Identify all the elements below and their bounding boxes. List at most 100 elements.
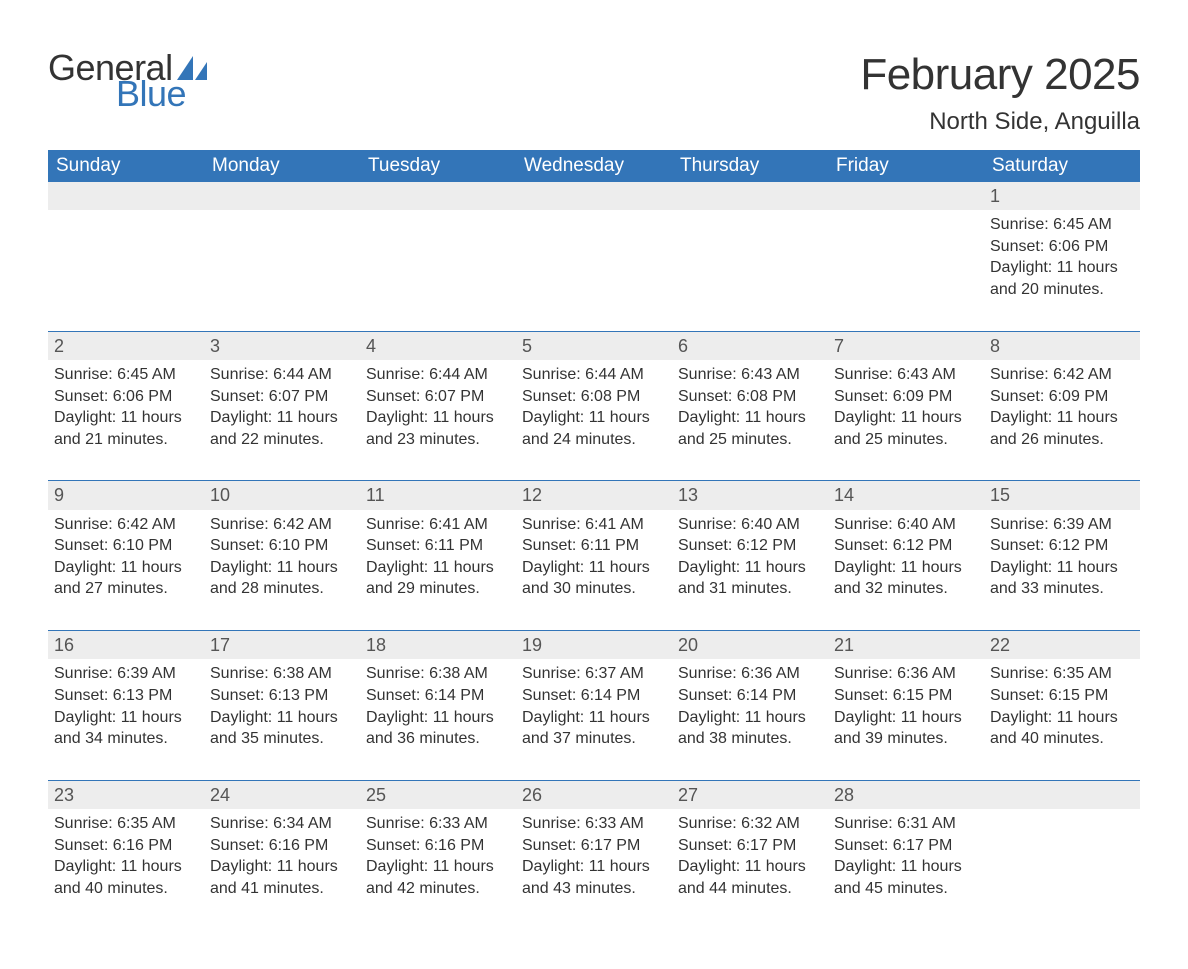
sunset-text: Sunset: 6:12 PM <box>834 535 978 557</box>
calendar-day-cell <box>360 182 516 331</box>
calendar-day-cell: 3Sunrise: 6:44 AMSunset: 6:07 PMDaylight… <box>204 331 360 481</box>
sunset-text: Sunset: 6:13 PM <box>210 685 354 707</box>
day-number: 21 <box>828 631 984 659</box>
brand-word2: Blue <box>116 76 207 112</box>
calendar-day-cell: 25Sunrise: 6:33 AMSunset: 6:16 PMDayligh… <box>360 780 516 929</box>
daylight1-text: Daylight: 11 hours <box>834 557 978 579</box>
day-number: 22 <box>984 631 1140 659</box>
day-number <box>48 182 204 210</box>
daylight2-text: and 25 minutes. <box>834 429 978 451</box>
sunrise-text: Sunrise: 6:41 AM <box>366 514 510 536</box>
page-header: General Blue February 2025 North Side, A… <box>48 50 1140 136</box>
daylight1-text: Daylight: 11 hours <box>990 557 1134 579</box>
sunset-text: Sunset: 6:12 PM <box>678 535 822 557</box>
daylight1-text: Daylight: 11 hours <box>210 557 354 579</box>
calendar-day-cell: 7Sunrise: 6:43 AMSunset: 6:09 PMDaylight… <box>828 331 984 481</box>
daylight1-text: Daylight: 11 hours <box>834 407 978 429</box>
daylight1-text: Daylight: 11 hours <box>678 407 822 429</box>
daylight2-text: and 24 minutes. <box>522 429 666 451</box>
day-number: 1 <box>984 182 1140 210</box>
sunrise-text: Sunrise: 6:31 AM <box>834 813 978 835</box>
sunset-text: Sunset: 6:08 PM <box>678 386 822 408</box>
calendar-day-cell: 4Sunrise: 6:44 AMSunset: 6:07 PMDaylight… <box>360 331 516 481</box>
daylight2-text: and 27 minutes. <box>54 578 198 600</box>
sunset-text: Sunset: 6:16 PM <box>54 835 198 857</box>
sunset-text: Sunset: 6:12 PM <box>990 535 1134 557</box>
weekday-header: Monday <box>204 150 360 182</box>
calendar-day-cell: 24Sunrise: 6:34 AMSunset: 6:16 PMDayligh… <box>204 780 360 929</box>
sunrise-text: Sunrise: 6:36 AM <box>834 663 978 685</box>
calendar-day-cell: 27Sunrise: 6:32 AMSunset: 6:17 PMDayligh… <box>672 780 828 929</box>
calendar-day-cell <box>672 182 828 331</box>
daylight2-text: and 22 minutes. <box>210 429 354 451</box>
sunrise-text: Sunrise: 6:34 AM <box>210 813 354 835</box>
sunrise-text: Sunrise: 6:38 AM <box>366 663 510 685</box>
day-number: 10 <box>204 481 360 509</box>
day-number: 16 <box>48 631 204 659</box>
daylight2-text: and 39 minutes. <box>834 728 978 750</box>
sunset-text: Sunset: 6:13 PM <box>54 685 198 707</box>
weekday-header: Sunday <box>48 150 204 182</box>
calendar-day-cell: 26Sunrise: 6:33 AMSunset: 6:17 PMDayligh… <box>516 780 672 929</box>
sunrise-text: Sunrise: 6:41 AM <box>522 514 666 536</box>
daylight2-text: and 38 minutes. <box>678 728 822 750</box>
day-number: 6 <box>672 332 828 360</box>
sunset-text: Sunset: 6:09 PM <box>834 386 978 408</box>
daylight1-text: Daylight: 11 hours <box>522 856 666 878</box>
calendar-day-cell: 19Sunrise: 6:37 AMSunset: 6:14 PMDayligh… <box>516 631 672 781</box>
daylight2-text: and 45 minutes. <box>834 878 978 900</box>
sunset-text: Sunset: 6:09 PM <box>990 386 1134 408</box>
sunrise-text: Sunrise: 6:39 AM <box>54 663 198 685</box>
calendar-day-cell: 18Sunrise: 6:38 AMSunset: 6:14 PMDayligh… <box>360 631 516 781</box>
daylight2-text: and 34 minutes. <box>54 728 198 750</box>
day-number: 28 <box>828 781 984 809</box>
calendar-week-row: 1Sunrise: 6:45 AMSunset: 6:06 PMDaylight… <box>48 182 1140 331</box>
day-number: 3 <box>204 332 360 360</box>
daylight2-text: and 26 minutes. <box>990 429 1134 451</box>
calendar-day-cell <box>204 182 360 331</box>
day-number: 4 <box>360 332 516 360</box>
daylight2-text: and 35 minutes. <box>210 728 354 750</box>
sunrise-text: Sunrise: 6:44 AM <box>522 364 666 386</box>
weekday-header: Tuesday <box>360 150 516 182</box>
day-number <box>828 182 984 210</box>
day-number <box>516 182 672 210</box>
daylight2-text: and 41 minutes. <box>210 878 354 900</box>
daylight2-text: and 20 minutes. <box>990 279 1134 301</box>
sunrise-text: Sunrise: 6:37 AM <box>522 663 666 685</box>
daylight1-text: Daylight: 11 hours <box>210 407 354 429</box>
sunset-text: Sunset: 6:11 PM <box>522 535 666 557</box>
calendar-day-cell: 20Sunrise: 6:36 AMSunset: 6:14 PMDayligh… <box>672 631 828 781</box>
daylight2-text: and 30 minutes. <box>522 578 666 600</box>
calendar-day-cell: 23Sunrise: 6:35 AMSunset: 6:16 PMDayligh… <box>48 780 204 929</box>
sunrise-text: Sunrise: 6:43 AM <box>834 364 978 386</box>
calendar-day-cell: 9Sunrise: 6:42 AMSunset: 6:10 PMDaylight… <box>48 481 204 631</box>
daylight2-text: and 32 minutes. <box>834 578 978 600</box>
daylight2-text: and 25 minutes. <box>678 429 822 451</box>
sunset-text: Sunset: 6:10 PM <box>210 535 354 557</box>
daylight1-text: Daylight: 11 hours <box>522 557 666 579</box>
location-subtitle: North Side, Anguilla <box>860 108 1140 136</box>
daylight1-text: Daylight: 11 hours <box>678 856 822 878</box>
daylight1-text: Daylight: 11 hours <box>54 557 198 579</box>
calendar-day-cell: 10Sunrise: 6:42 AMSunset: 6:10 PMDayligh… <box>204 481 360 631</box>
sunset-text: Sunset: 6:11 PM <box>366 535 510 557</box>
daylight2-text: and 23 minutes. <box>366 429 510 451</box>
day-number: 17 <box>204 631 360 659</box>
weekday-header: Saturday <box>984 150 1140 182</box>
sunrise-text: Sunrise: 6:40 AM <box>678 514 822 536</box>
sunset-text: Sunset: 6:16 PM <box>366 835 510 857</box>
daylight1-text: Daylight: 11 hours <box>366 707 510 729</box>
calendar-week-row: 23Sunrise: 6:35 AMSunset: 6:16 PMDayligh… <box>48 780 1140 929</box>
calendar-day-cell: 15Sunrise: 6:39 AMSunset: 6:12 PMDayligh… <box>984 481 1140 631</box>
sunset-text: Sunset: 6:17 PM <box>834 835 978 857</box>
calendar-day-cell <box>48 182 204 331</box>
calendar-day-cell: 28Sunrise: 6:31 AMSunset: 6:17 PMDayligh… <box>828 780 984 929</box>
calendar-day-cell <box>828 182 984 331</box>
calendar-day-cell: 16Sunrise: 6:39 AMSunset: 6:13 PMDayligh… <box>48 631 204 781</box>
day-number: 5 <box>516 332 672 360</box>
sunrise-text: Sunrise: 6:42 AM <box>54 514 198 536</box>
sunrise-text: Sunrise: 6:39 AM <box>990 514 1134 536</box>
sunset-text: Sunset: 6:06 PM <box>54 386 198 408</box>
sunset-text: Sunset: 6:16 PM <box>210 835 354 857</box>
